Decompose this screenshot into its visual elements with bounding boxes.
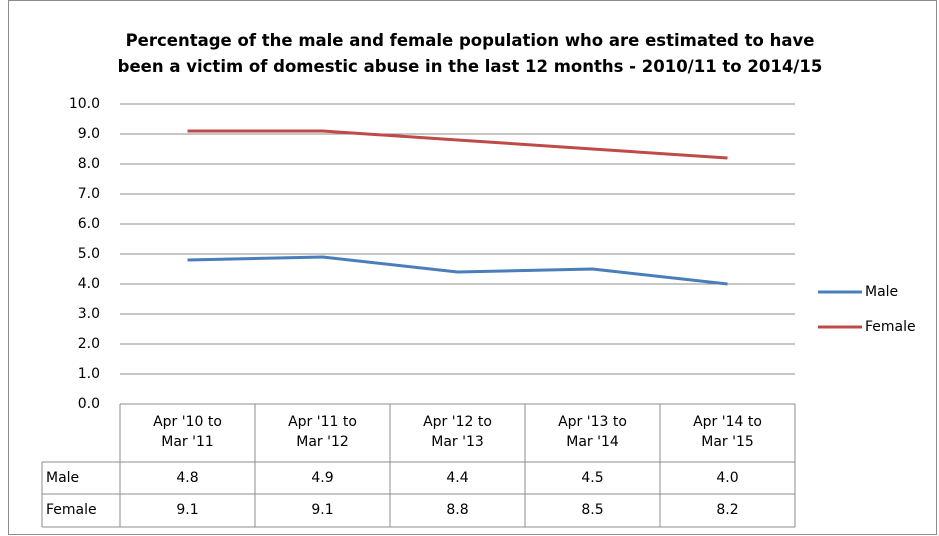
y-tick-label: 1.0 (77, 366, 100, 382)
table-value: 4.8 (176, 470, 199, 486)
y-tick-label: 10.0 (68, 96, 100, 112)
y-tick-label: 8.0 (77, 156, 100, 172)
y-tick-label: 6.0 (77, 216, 100, 232)
x-tick-label: Apr '12 to Mar '13 (423, 414, 492, 450)
y-tick-label: 4.0 (77, 276, 100, 292)
table-value: 9.1 (311, 502, 334, 518)
table-value: 4.9 (311, 470, 334, 486)
table-row-label: Female (46, 502, 97, 518)
y-tick-label: 0.0 (77, 396, 100, 412)
table-row-label: Male (46, 470, 80, 486)
series-line (187, 255, 728, 286)
x-tick-label: Apr '14 to Mar '15 (693, 414, 762, 450)
table-value: 4.5 (581, 470, 604, 486)
table-value: 8.8 (446, 502, 469, 518)
y-tick-label: 2.0 (77, 336, 100, 352)
legend-label: Female (865, 319, 916, 335)
table-value: 9.1 (176, 502, 199, 518)
y-tick-label: 7.0 (77, 186, 100, 202)
series-line (187, 129, 728, 160)
y-tick-label: 9.0 (77, 126, 100, 142)
x-tick-label: Apr '10 to Mar '11 (153, 414, 222, 450)
legend-label: Male (865, 284, 899, 300)
table-value: 4.0 (716, 470, 739, 486)
x-tick-label: Apr '11 to Mar '12 (288, 414, 357, 450)
table-value: 8.5 (581, 502, 604, 518)
table-value: 8.2 (716, 502, 739, 518)
x-tick-label: Apr '13 to Mar '14 (558, 414, 627, 450)
table-value: 4.4 (446, 470, 469, 486)
y-tick-label: 5.0 (77, 246, 100, 262)
chart-border (8, 0, 937, 535)
y-tick-label: 3.0 (77, 306, 100, 322)
chart-title: Percentage of the male and female popula… (117, 31, 823, 76)
